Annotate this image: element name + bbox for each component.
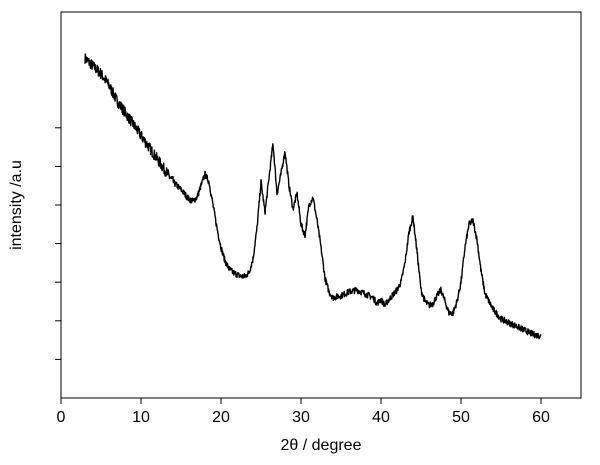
- y-axis-label: intensity /a.u: [8, 160, 25, 250]
- x-tick-label: 40: [372, 409, 390, 426]
- x-tick-label: 0: [57, 409, 66, 426]
- y-axis-ticks: [55, 127, 61, 360]
- x-tick-label: 60: [532, 409, 550, 426]
- x-axis-ticks: 0 10 20 30 40 50 60: [57, 398, 550, 426]
- series-line-intensity: [84, 53, 542, 340]
- x-tick-label: 30: [292, 409, 310, 426]
- plot-frame: [60, 11, 582, 399]
- x-tick-label: 20: [212, 409, 230, 426]
- x-axis-label: 2θ / degree: [281, 437, 362, 454]
- x-tick-label: 10: [132, 409, 150, 426]
- x-tick-label: 50: [452, 409, 470, 426]
